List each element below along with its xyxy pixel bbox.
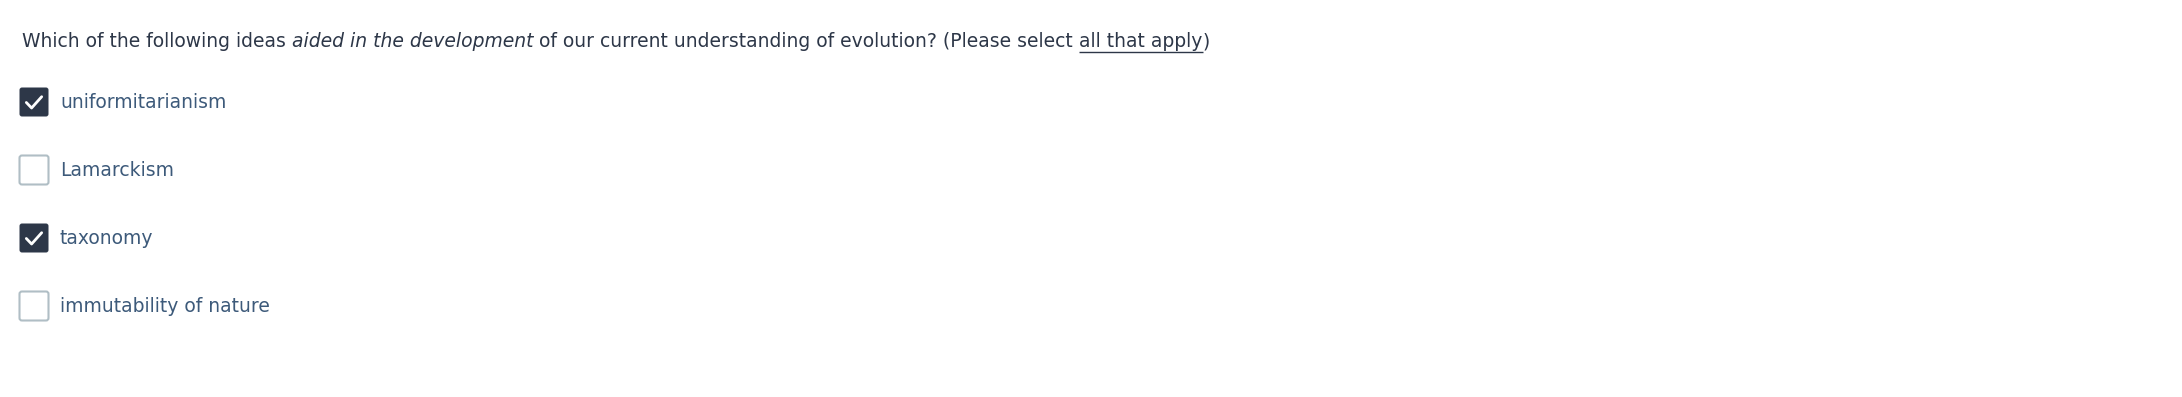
FancyBboxPatch shape xyxy=(20,224,48,252)
Text: taxonomy: taxonomy xyxy=(59,229,153,247)
Text: Lamarckism: Lamarckism xyxy=(59,160,175,179)
Text: immutability of nature: immutability of nature xyxy=(59,297,271,316)
Text: all that apply: all that apply xyxy=(1080,32,1202,51)
Text: Which of the following ideas: Which of the following ideas xyxy=(22,32,292,51)
Text: ): ) xyxy=(1202,32,1209,51)
Text: aided in the development: aided in the development xyxy=(292,32,532,51)
FancyBboxPatch shape xyxy=(20,156,48,185)
Text: uniformitarianism: uniformitarianism xyxy=(59,93,227,112)
FancyBboxPatch shape xyxy=(20,87,48,116)
Text: of our current understanding of evolution? (Please select: of our current understanding of evolutio… xyxy=(532,32,1080,51)
FancyBboxPatch shape xyxy=(20,291,48,320)
